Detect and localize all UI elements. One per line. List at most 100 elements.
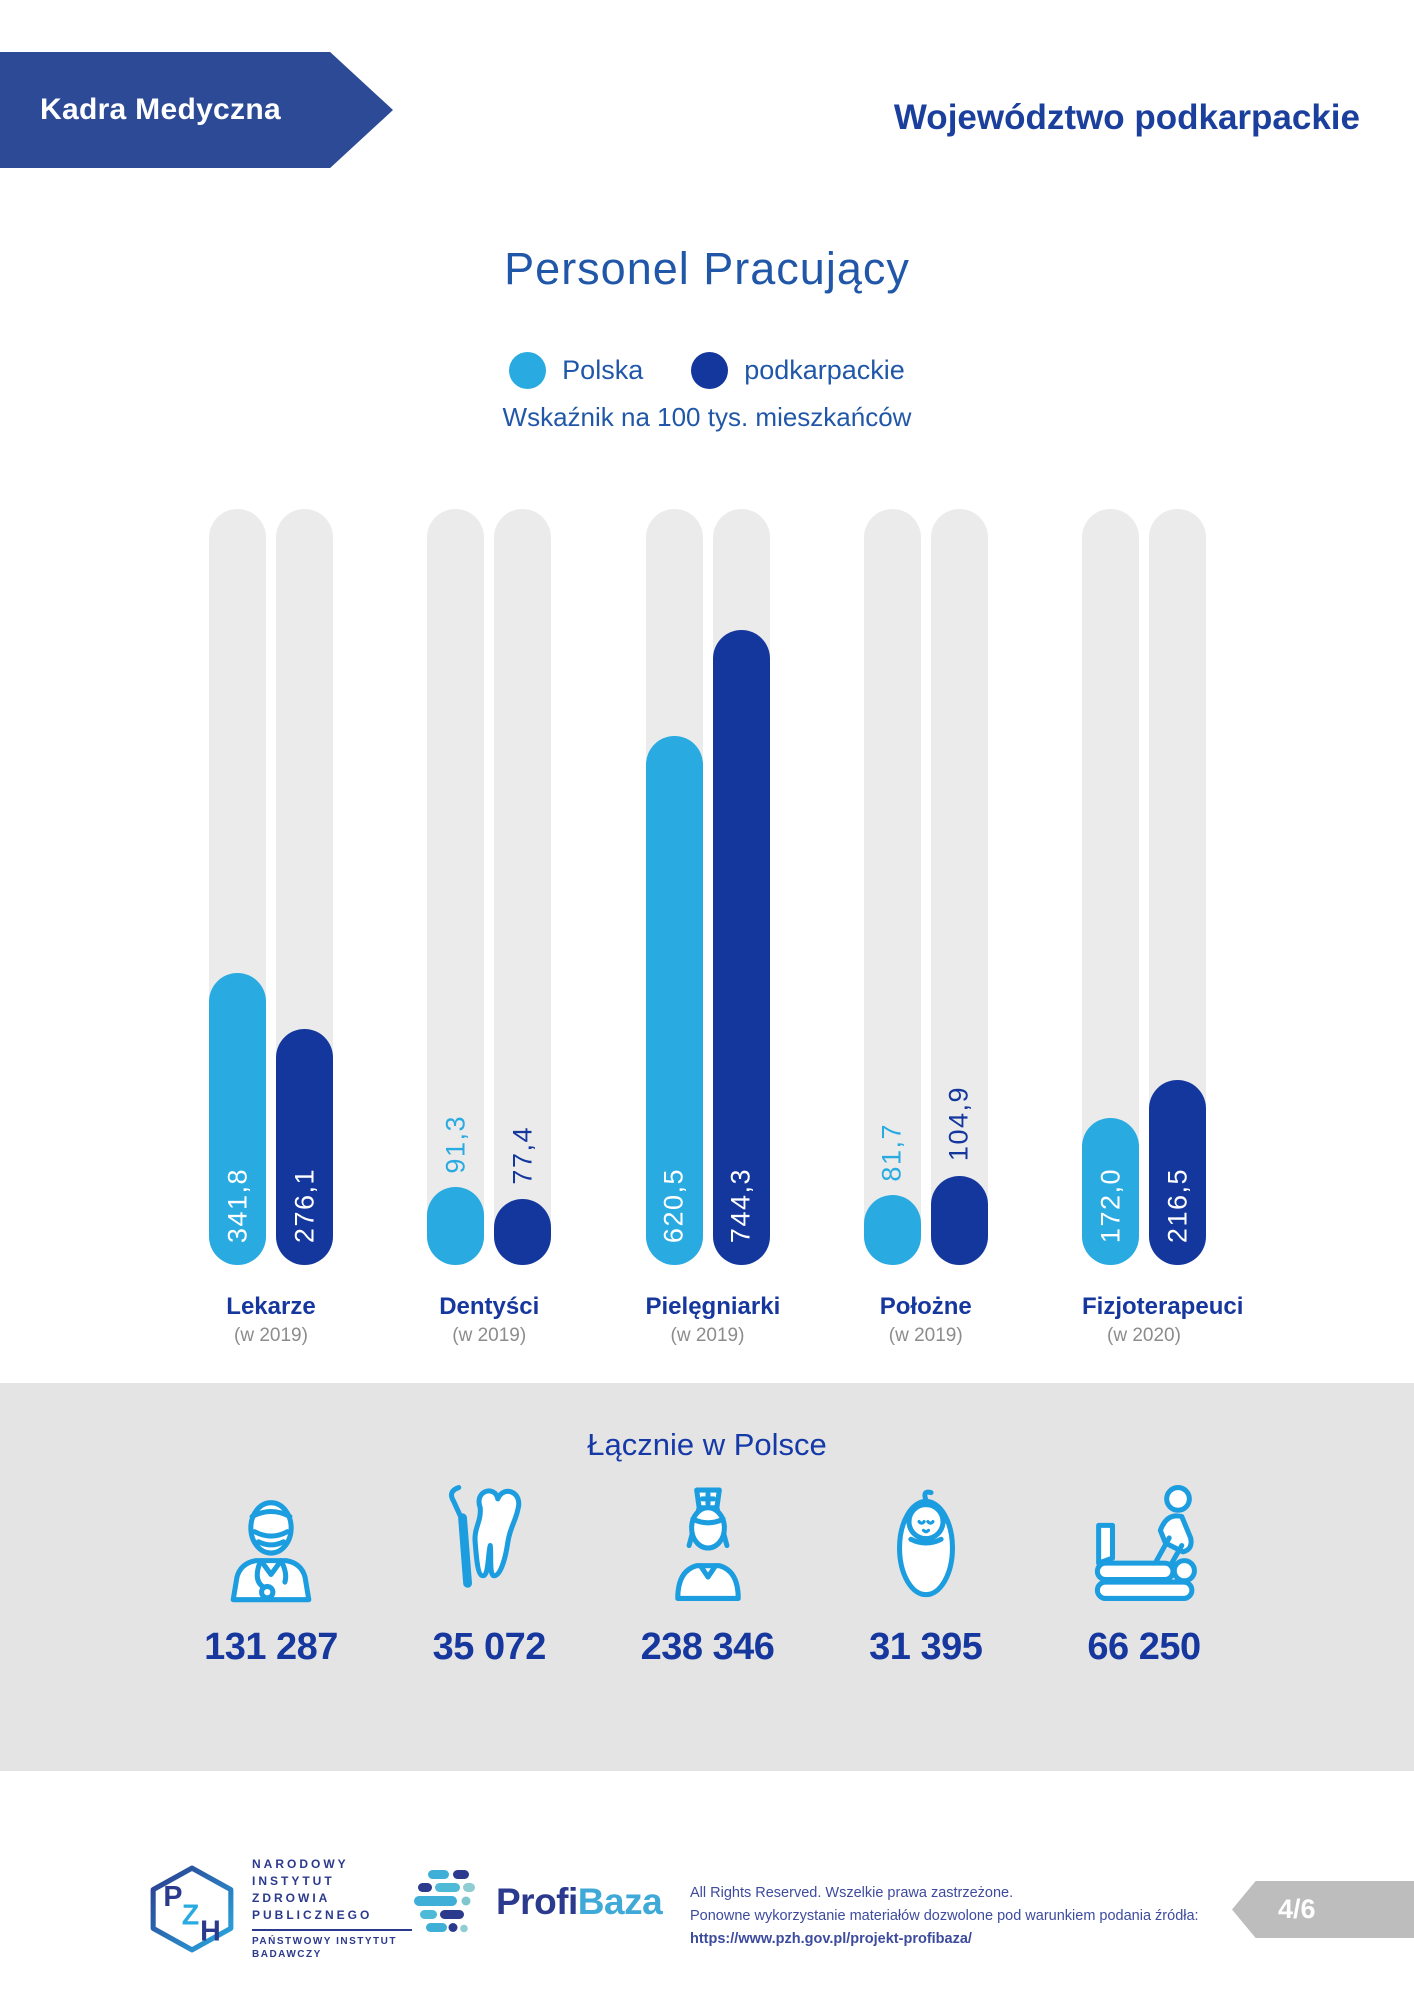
bar-track-polska-po-o-ne: 81,7	[863, 509, 921, 1265]
totals-row: 131 287 35 072 238 346 31 395 66 250	[204, 1478, 1206, 1669]
baby-icon	[896, 1489, 955, 1598]
profibaza-logo-mark	[414, 1870, 475, 1933]
chart-title: Personel Pracujący	[504, 243, 910, 294]
nurse-icon	[674, 1487, 741, 1601]
category-lekarze: Lekarze (w 2019)	[209, 1293, 333, 1347]
bar-value-podkarpackie-lekarze: 276,1	[289, 1167, 319, 1243]
bar-polska-po-o-ne	[863, 1195, 921, 1265]
bar-podkarpackie-fizjoterapeuci	[1149, 1080, 1206, 1265]
bar-polska-piel-gniarki	[645, 735, 703, 1265]
category-piel-gniarki: Pielęgniarki (w 2019)	[645, 1293, 781, 1347]
pzh-logo-text: NARODOWY INSTYTUT ZDROWIA PUBLICZNEGO PA…	[252, 1856, 412, 1961]
total-value: 238 346	[640, 1626, 775, 1668]
category-labels-row: Lekarze (w 2019) Dentyści (w 2019) Pielęgnia…	[209, 1293, 1243, 1347]
category-year: (w 2019)	[234, 1325, 308, 1346]
bar-value-polska-piel-gniarki: 620,5	[658, 1167, 689, 1243]
bar-polska-lekarze	[209, 973, 266, 1265]
page-number-badge: 4/6	[1232, 1881, 1414, 1938]
legend-label-polska: Polska	[562, 355, 644, 385]
chart-group-piel-gniarki: 620,5 744,3	[645, 509, 770, 1265]
pzh-line: ZDROWIA	[252, 1891, 331, 1905]
region-title: Województwo podkarpackie	[893, 98, 1360, 137]
category-denty-ci: Dentyści (w 2019)	[427, 1293, 551, 1347]
total-value: 35 072	[432, 1626, 547, 1668]
legend-dot-polska	[509, 352, 547, 389]
category-year: (w 2019)	[670, 1325, 745, 1346]
page-number: 4/6	[1278, 1894, 1316, 1924]
pzh-logo-mark: P Z H	[150, 1865, 234, 1952]
chart-subtitle: Wskaźnik na 100 tys. mieszkańców	[502, 402, 912, 432]
physiotherapist-icon	[1094, 1485, 1197, 1601]
bar-track-polska-fizjoterapeuci: 172,0	[1082, 509, 1139, 1265]
bar-value-polska-denty-ci: 91,3	[440, 1114, 471, 1174]
svg-text:H: H	[200, 1915, 221, 1947]
bar-track-podkarpackie-po-o-ne: 104,9	[930, 509, 988, 1265]
rights-text: All Rights Reserved. Wszelkie prawa zast…	[690, 1882, 1199, 1951]
total-physiotherapist: 66 250	[1082, 1478, 1206, 1669]
legend-label-podkarpackie: podkarpackie	[744, 355, 905, 385]
bar-polska-fizjoterapeuci	[1082, 1118, 1139, 1265]
bar-track-podkarpackie-piel-gniarki: 744,3	[712, 509, 770, 1265]
total-baby: 31 395	[864, 1478, 988, 1669]
tooth-icon	[449, 1485, 522, 1588]
chart-group-po-o-ne: 81,7 104,9	[863, 509, 988, 1265]
total-value: 131 287	[204, 1626, 338, 1668]
category-year: (w 2019)	[452, 1325, 527, 1346]
bar-polska-denty-ci	[427, 1187, 485, 1265]
banner-label: Kadra Medyczna	[40, 93, 281, 126]
physiotherapist-icon	[1081, 1478, 1207, 1606]
profibaza-part1: Profi	[496, 1881, 578, 1922]
category-year: (w 2019)	[888, 1325, 963, 1346]
chart-group-denty-ci: 91,3 77,4	[427, 509, 552, 1265]
profibaza-part2: Baza	[577, 1881, 663, 1922]
svg-text:P: P	[163, 1880, 182, 1912]
bar-podkarpackie-po-o-ne	[930, 1175, 988, 1265]
rights-line-1: All Rights Reserved. Wszelkie prawa zast…	[690, 1885, 1014, 1901]
bar-value-podkarpackie-denty-ci: 77,4	[507, 1126, 538, 1185]
rights-line-2: Ponowne wykorzystanie materiałów dozwolo…	[690, 1908, 1199, 1924]
bar-track-polska-lekarze: 341,8	[209, 509, 266, 1265]
bar-podkarpackie-piel-gniarki	[712, 629, 770, 1265]
total-value: 31 395	[869, 1626, 983, 1668]
legend-item-podkarpackie: podkarpackie	[691, 352, 905, 389]
legend-item-polska: Polska	[509, 352, 643, 389]
total-nurse: 238 346	[641, 1478, 775, 1669]
tooth-icon	[426, 1478, 552, 1606]
category-label: Lekarze	[226, 1293, 316, 1320]
category-label: Dentyści	[439, 1293, 540, 1320]
profibaza-logo: ProfiBaza	[412, 1866, 663, 1938]
bar-value-polska-fizjoterapeuci: 172,0	[1095, 1167, 1125, 1243]
pzh-line: PUBLICZNEGO	[252, 1908, 373, 1922]
bar-chart: 341,8 276,1 91,3 77,4 620,5 744,3 81,7 104,9 172…	[209, 509, 1206, 1265]
profibaza-logo-text: ProfiBaza	[496, 1881, 663, 1923]
baby-icon	[863, 1478, 989, 1606]
pzh-subline: BADAWCZY	[252, 1949, 322, 1960]
bar-value-polska-lekarze: 341,8	[222, 1167, 252, 1243]
bar-value-polska-po-o-ne: 81,7	[876, 1122, 907, 1182]
svg-text:Z: Z	[182, 1899, 199, 1931]
chart-legend: Polska podkarpackie	[0, 352, 1414, 389]
source-link[interactable]: https://www.pzh.gov.pl/projekt-profibaza…	[690, 1931, 972, 1947]
category-label: Pielęgniarki	[645, 1293, 781, 1320]
totals-heading: Łącznie w Polsce	[587, 1427, 827, 1462]
doctor-icon	[208, 1478, 334, 1606]
pzh-logo: P Z H NARODOWY INSTYTUT ZDROWIA PUBLICZN…	[146, 1856, 412, 1961]
category-fizjoterapeuci: Fizjoterapeuci (w 2020)	[1082, 1293, 1243, 1347]
bar-track-podkarpackie-fizjoterapeuci: 216,5	[1149, 509, 1206, 1265]
bar-value-podkarpackie-fizjoterapeuci: 216,5	[1162, 1167, 1192, 1243]
bar-track-polska-denty-ci: 91,3	[427, 509, 485, 1265]
pzh-subline: PAŃSTWOWY INSTYTUT	[252, 1936, 397, 1947]
chart-group-fizjoterapeuci: 172,0 216,5	[1082, 509, 1206, 1265]
legend-dot-podkarpackie	[691, 352, 729, 389]
category-label: Położne	[879, 1293, 972, 1320]
total-tooth: 35 072	[427, 1478, 551, 1669]
bar-value-podkarpackie-po-o-ne: 104,9	[943, 1086, 974, 1162]
bar-podkarpackie-denty-ci	[494, 1199, 552, 1265]
section-banner: Kadra Medyczna	[0, 52, 393, 168]
doctor-icon	[230, 1500, 312, 1603]
total-value: 66 250	[1087, 1626, 1201, 1668]
pzh-line: INSTYTUT	[252, 1874, 335, 1888]
nurse-icon	[645, 1478, 771, 1606]
pzh-divider	[252, 1929, 412, 1931]
